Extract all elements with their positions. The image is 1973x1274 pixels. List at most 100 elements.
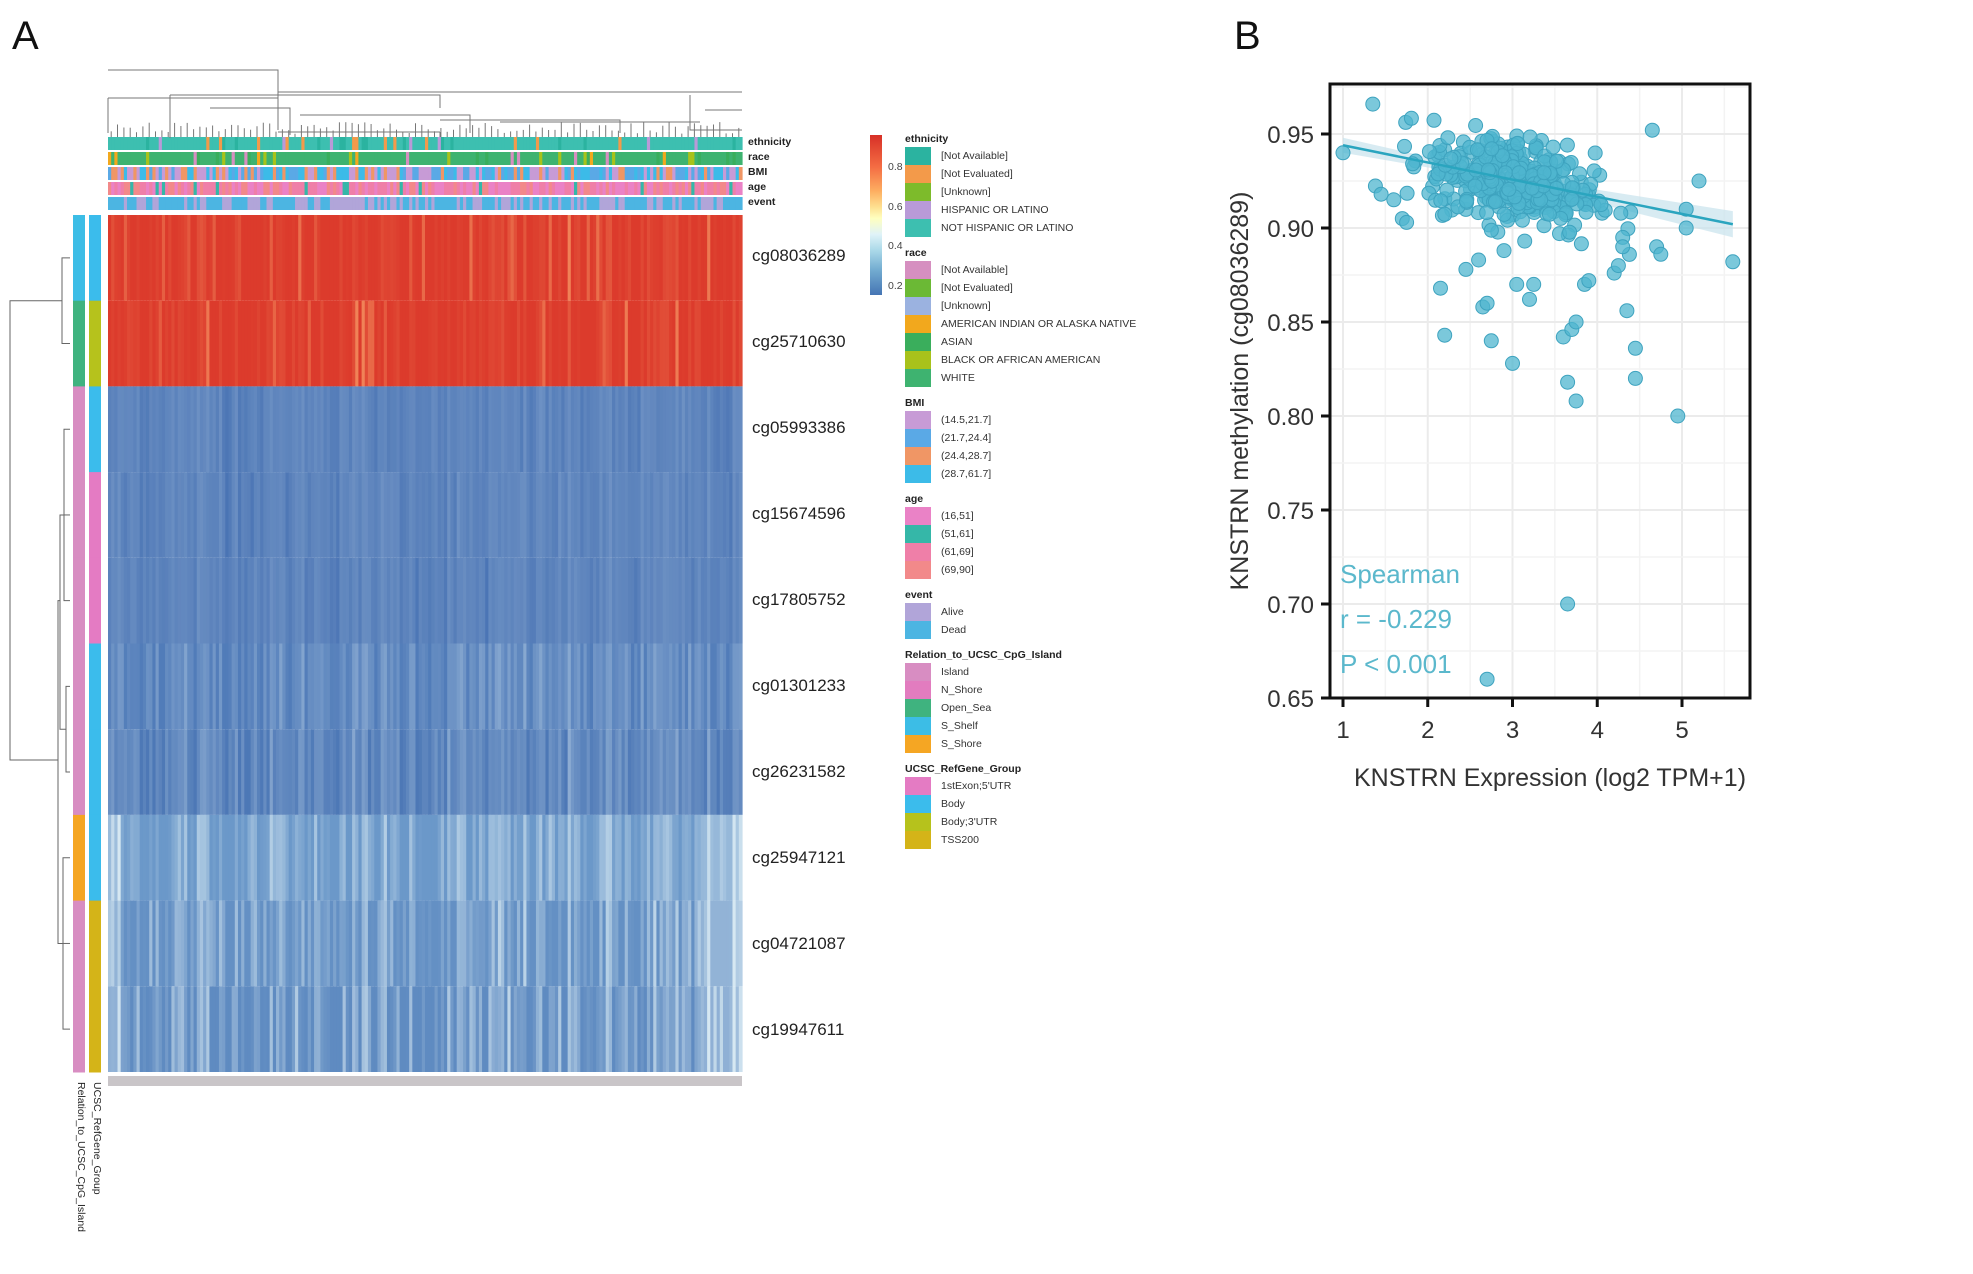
heatmap-cell <box>348 300 353 387</box>
heatmap-cell <box>669 814 673 901</box>
heatmap-cell <box>272 643 277 730</box>
annotation-cell <box>488 182 493 195</box>
annotation-cell <box>390 167 394 180</box>
heatmap-cell <box>374 386 379 473</box>
annotation-cell <box>596 197 600 210</box>
annotation-cell <box>612 137 616 150</box>
heatmap-cell <box>180 472 185 558</box>
annotation-cell <box>681 167 686 180</box>
heatmap-cell <box>735 900 740 987</box>
heatmap-cell <box>345 557 350 644</box>
annotation-cell <box>215 137 220 150</box>
annotation-cell <box>700 167 705 180</box>
heatmap-row <box>108 900 743 987</box>
heatmap-cell <box>573 472 578 558</box>
heatmap-cell <box>149 643 153 730</box>
probe-label: cg05993386 <box>752 418 846 437</box>
heatmap-cell <box>285 472 290 558</box>
heatmap-cell <box>618 729 623 815</box>
annotation-cell <box>282 182 287 195</box>
annotation-cell <box>250 152 255 165</box>
heatmap-cell <box>554 900 559 987</box>
heatmap-cell <box>225 729 230 815</box>
annotation-cell <box>494 167 499 180</box>
heatmap-cell <box>206 386 211 473</box>
annotation-cell <box>608 197 613 210</box>
heatmap-cell <box>529 300 534 387</box>
heatmap-cell <box>161 557 166 644</box>
heatmap-cell <box>139 386 144 473</box>
heatmap-cell <box>380 300 385 387</box>
heatmap-cell <box>716 472 721 558</box>
legend-title: UCSC_RefGene_Group <box>905 763 1022 775</box>
heatmap-cell <box>165 900 169 987</box>
heatmap-cell <box>155 557 160 644</box>
annotation-cell <box>393 137 398 150</box>
heatmap-cell <box>218 557 223 644</box>
heatmap-cell <box>266 386 271 473</box>
heatmap-cell <box>241 215 245 301</box>
heatmap-cell <box>256 900 261 987</box>
legend-label: WHITE <box>941 372 975 384</box>
legend-label: [Not Available] <box>941 264 1008 276</box>
annotation-cell <box>425 137 429 150</box>
heatmap-cell <box>139 814 144 901</box>
heatmap-cell <box>263 986 268 1072</box>
heatmap-cell <box>206 643 211 730</box>
heatmap-cell <box>602 300 607 387</box>
heatmap-cell <box>301 643 306 730</box>
heatmap-cell <box>463 900 467 987</box>
legend-label: AMERICAN INDIAN OR ALASKA NATIVE <box>941 318 1137 330</box>
heatmap-cell <box>336 300 341 387</box>
annotation-cell <box>190 197 195 210</box>
annotation-cell <box>285 197 290 210</box>
heatmap-cell <box>510 643 515 730</box>
annotation-cell <box>516 137 521 150</box>
annotation-cell <box>383 197 388 210</box>
heatmap-cell <box>421 643 426 730</box>
heatmap-cell <box>513 300 518 387</box>
heatmap-cell <box>174 729 179 815</box>
annotation-cell <box>504 167 509 180</box>
heatmap-cell <box>266 472 271 558</box>
heatmap-cell <box>228 814 233 901</box>
heatmap-cell <box>215 215 220 301</box>
annotation-cell <box>691 152 696 165</box>
heatmap-cell <box>253 557 258 644</box>
heatmap-cell <box>177 986 182 1072</box>
annotation-cell <box>320 197 325 210</box>
heatmap-cell <box>491 814 496 901</box>
annotation-cell <box>333 152 337 165</box>
heatmap-cell <box>548 986 553 1072</box>
legend-item: (61,69] <box>905 543 1136 561</box>
column-annotation-event <box>108 197 743 210</box>
heatmap-cell <box>155 643 160 730</box>
heatmap-cell <box>545 386 550 473</box>
annotation-cell <box>190 182 195 195</box>
heatmap-cell <box>716 557 721 644</box>
annotation-cell <box>304 182 309 195</box>
heatmap-cell <box>491 986 496 1072</box>
legend-label: (21.7,24.4] <box>941 432 992 444</box>
heatmap-cell <box>269 300 274 387</box>
annotation-cell <box>415 152 420 165</box>
heatmap-cell <box>472 215 477 301</box>
heatmap-cell <box>237 900 242 987</box>
heatmap-cell <box>196 643 201 730</box>
heatmap-cell <box>165 986 169 1072</box>
annotation-cell <box>716 137 721 150</box>
annotation-cell <box>583 152 588 165</box>
annotation-cell <box>142 182 147 195</box>
row-annotation-refgene <box>89 215 101 302</box>
heatmap-cell <box>453 643 458 730</box>
annotation-cell <box>564 167 569 180</box>
heatmap-cell <box>250 215 255 301</box>
heatmap-cell <box>111 643 115 730</box>
annotation-cell <box>573 152 578 165</box>
annotation-cell <box>602 197 607 210</box>
annotation-cell <box>681 182 686 195</box>
legend-item: (21.7,24.4] <box>905 429 1136 447</box>
annotation-cell <box>478 152 483 165</box>
heatmap-cell <box>263 814 268 901</box>
heatmap-cell <box>694 215 699 301</box>
